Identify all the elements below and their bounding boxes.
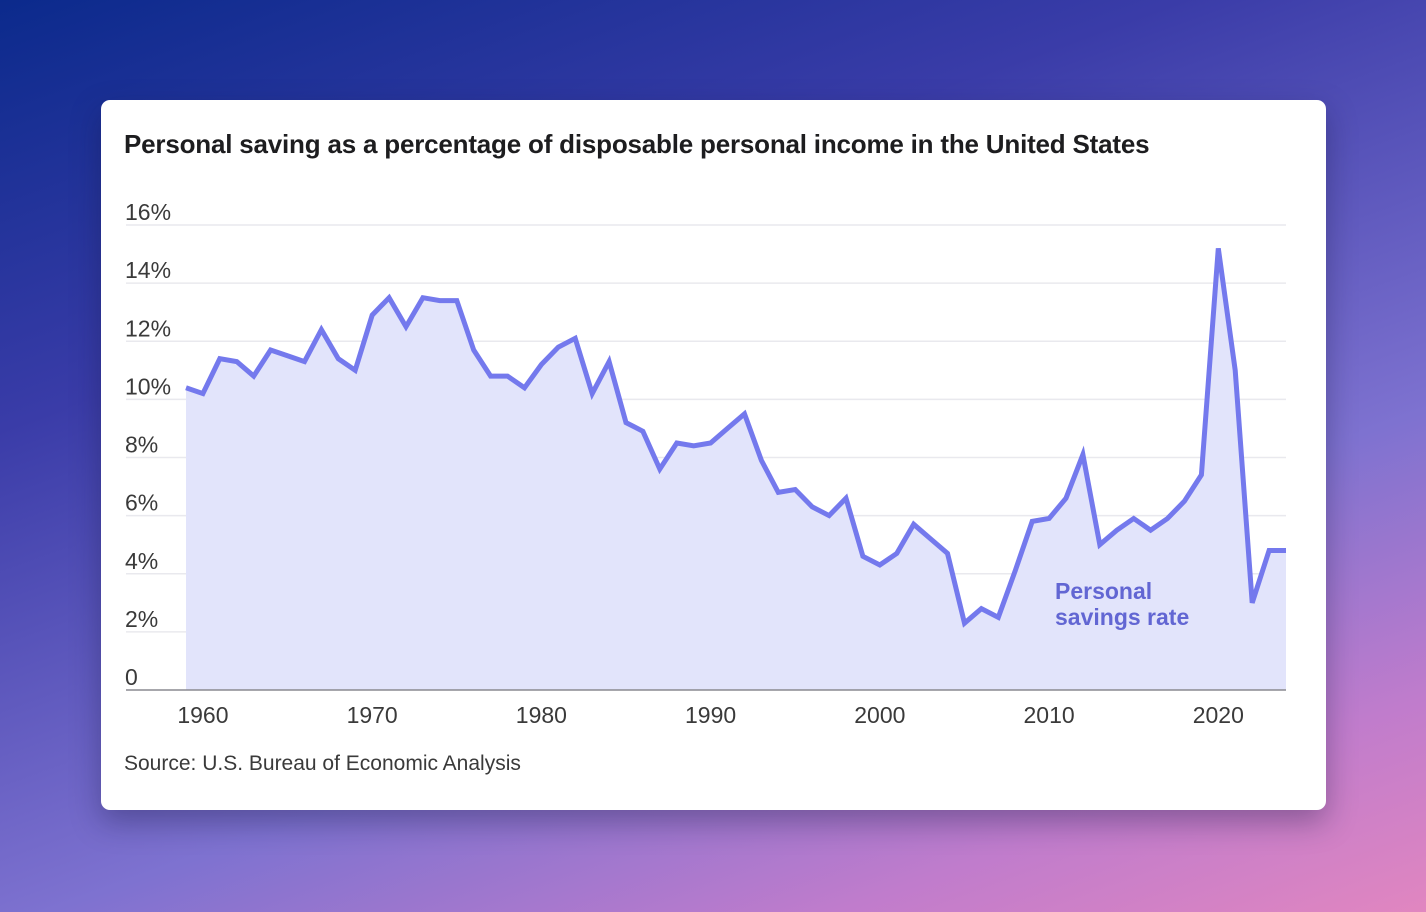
x-tick-label: 2020 xyxy=(1193,702,1244,728)
y-axis-tick-labels: 0 2% 4% 6% 8% 10% 12% 14% 16% xyxy=(125,199,171,690)
x-tick-label: 1970 xyxy=(347,702,398,728)
x-tick-label: 2000 xyxy=(854,702,905,728)
y-tick-label: 12% xyxy=(125,315,171,341)
y-tick-label: 2% xyxy=(125,606,158,632)
series-area-fill xyxy=(186,248,1286,691)
x-axis-tick-labels: 1960 1970 1980 1990 2000 2010 2020 xyxy=(177,702,1244,728)
series-area-group xyxy=(185,247,1286,691)
y-tick-label: 6% xyxy=(125,490,158,516)
series-line xyxy=(185,247,1286,628)
series-label-line-1: Personal xyxy=(1055,578,1152,604)
source-note: Source: U.S. Bureau of Economic Analysis xyxy=(124,752,521,775)
chart-title: Personal saving as a percentage of dispo… xyxy=(124,129,1150,159)
y-tick-label: 0 xyxy=(125,664,138,690)
savings-rate-chart: 0 2% 4% 6% 8% 10% 12% 14% 16% 1960 1970 1980 1990 20… xyxy=(125,199,1286,728)
y-tick-label: 8% xyxy=(125,432,158,458)
chart-card: Personal saving as a percentage of dispo… xyxy=(101,100,1326,810)
x-tick-label: 1990 xyxy=(685,702,736,728)
x-tick-label: 1980 xyxy=(516,702,567,728)
x-tick-label: 1960 xyxy=(177,702,228,728)
series-label-line-2: savings rate xyxy=(1055,604,1189,630)
x-tick-label: 2010 xyxy=(1023,702,1074,728)
y-tick-label: 4% xyxy=(125,548,158,574)
y-tick-label: 10% xyxy=(125,373,171,399)
y-tick-label: 16% xyxy=(125,199,171,225)
series-label: Personal savings rate xyxy=(1055,578,1189,630)
y-tick-label: 14% xyxy=(125,257,171,283)
